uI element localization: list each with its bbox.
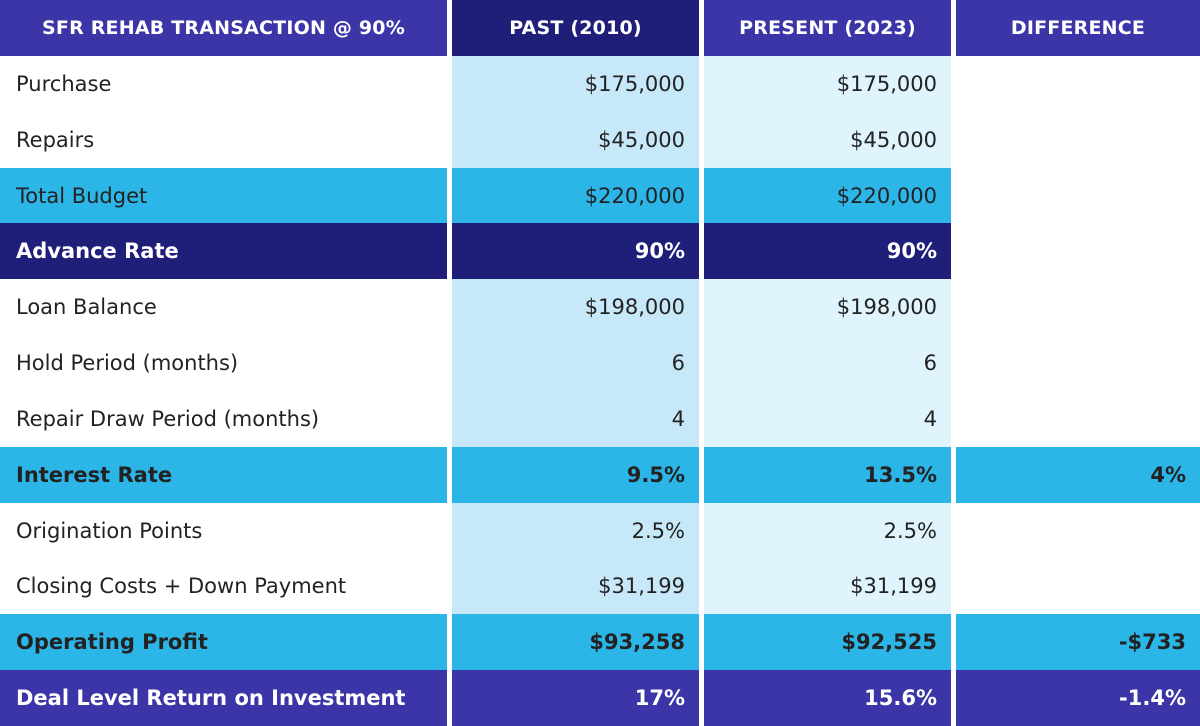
header-transaction: SFR REHAB TRANSACTION @ 90% [0,0,447,56]
row-diff-repair-draw-period [951,390,1200,447]
row-label-purchase: Purchase [0,56,447,112]
row-present-advance-rate: 90% [699,223,951,280]
row-past-purchase: $175,000 [447,56,699,112]
row-diff-operating-profit: -$733 [951,614,1200,671]
row-present-operating-profit: $92,525 [699,614,951,671]
row-diff-closing-costs [951,558,1200,615]
row-present-origination-points: 2.5% [699,502,951,559]
row-present-deal-roi: 15.6% [699,670,951,726]
row-past-closing-costs: $31,199 [447,558,699,615]
row-present-interest-rate: 13.5% [699,446,951,503]
row-label-closing-costs: Closing Costs + Down Payment [0,558,447,615]
row-past-loan-balance: $198,000 [447,279,699,336]
row-present-repair-draw-period: 4 [699,390,951,447]
row-diff-hold-period [951,335,1200,391]
row-label-repair-draw-period: Repair Draw Period (months) [0,390,447,447]
row-diff-origination-points [951,502,1200,559]
row-past-advance-rate: 90% [447,223,699,280]
row-present-total-budget: $220,000 [699,167,951,224]
row-diff-purchase [951,56,1200,112]
row-diff-total-budget [951,167,1200,224]
row-diff-interest-rate: 4% [951,446,1200,503]
row-past-origination-points: 2.5% [447,502,699,559]
row-diff-repairs [951,111,1200,168]
row-present-hold-period: 6 [699,335,951,391]
row-present-loan-balance: $198,000 [699,279,951,336]
row-label-total-budget: Total Budget [0,167,447,224]
row-past-interest-rate: 9.5% [447,446,699,503]
header-present: PRESENT (2023) [699,0,951,56]
row-label-deal-roi: Deal Level Return on Investment [0,670,447,726]
row-label-hold-period: Hold Period (months) [0,335,447,391]
row-past-total-budget: $220,000 [447,167,699,224]
row-past-repair-draw-period: 4 [447,390,699,447]
header-difference: DIFFERENCE [951,0,1200,56]
row-label-advance-rate: Advance Rate [0,223,447,280]
row-present-purchase: $175,000 [699,56,951,112]
row-diff-deal-roi: -1.4% [951,670,1200,726]
row-diff-loan-balance [951,279,1200,336]
row-label-repairs: Repairs [0,111,447,168]
row-present-repairs: $45,000 [699,111,951,168]
row-label-operating-profit: Operating Profit [0,614,447,671]
row-past-operating-profit: $93,258 [447,614,699,671]
row-label-origination-points: Origination Points [0,502,447,559]
row-present-closing-costs: $31,199 [699,558,951,615]
row-past-deal-roi: 17% [447,670,699,726]
header-past: PAST (2010) [447,0,699,56]
row-label-loan-balance: Loan Balance [0,279,447,336]
row-past-repairs: $45,000 [447,111,699,168]
row-diff-advance-rate [951,223,1200,280]
row-label-interest-rate: Interest Rate [0,446,447,503]
row-past-hold-period: 6 [447,335,699,391]
